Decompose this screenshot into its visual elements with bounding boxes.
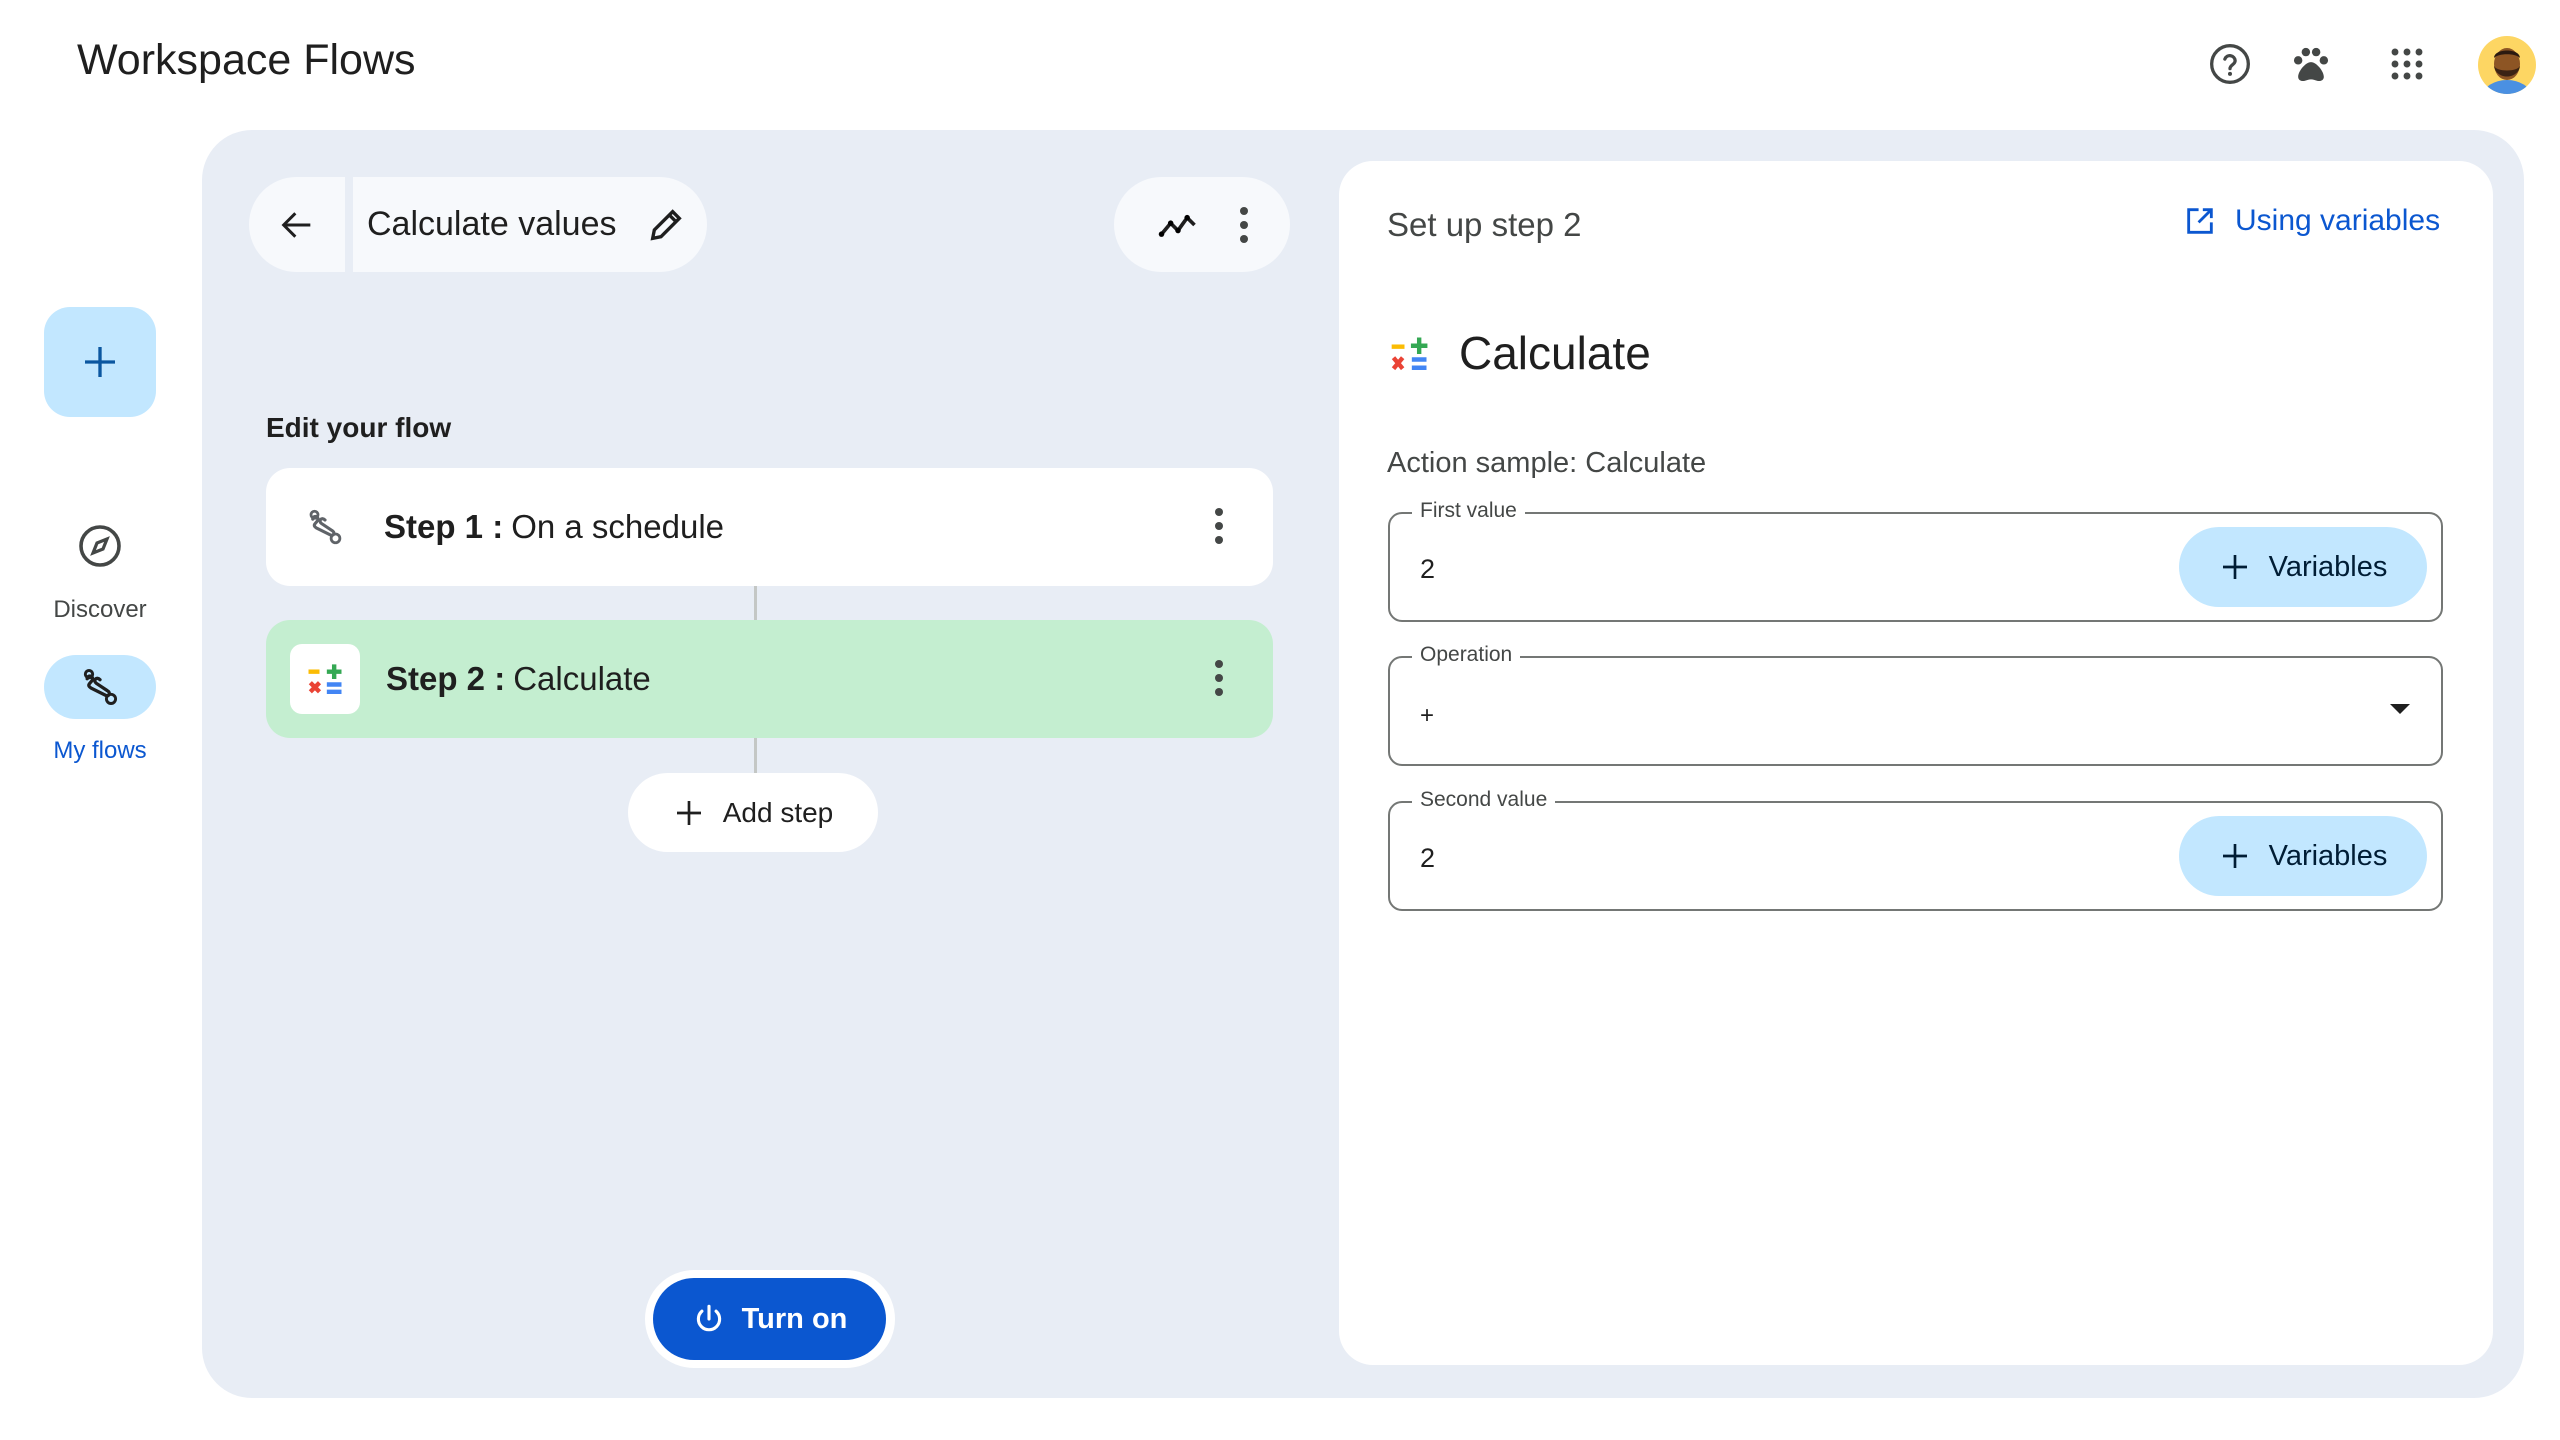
power-icon (696, 1304, 721, 1332)
nav-discover-button[interactable] (76, 522, 124, 570)
plus-icon (676, 800, 701, 825)
step-name: On a schedule (511, 508, 725, 545)
more-options-icon[interactable] (1240, 206, 1248, 243)
first-value-input[interactable]: 2 (1420, 554, 1436, 584)
variables-label: Variables (2268, 550, 2388, 583)
app-title: Workspace Flows (77, 36, 416, 84)
flows-icon (83, 669, 118, 705)
help-icon[interactable] (2206, 40, 2254, 88)
create-flow-button[interactable] (44, 307, 156, 417)
step-card-2[interactable]: Step 2 : Calculate (266, 620, 1273, 738)
calculate-icon (290, 644, 360, 714)
panel-title: Set up step 2 (1387, 206, 1582, 243)
action-sample-label: Action sample: Calculate (1387, 447, 1707, 479)
schedule-flow-icon (309, 509, 342, 545)
step-name: Calculate (513, 660, 651, 697)
avatar[interactable] (2478, 36, 2536, 94)
turn-on-button[interactable]: Turn on (653, 1278, 886, 1360)
step-prefix: Step 2 : (386, 660, 506, 697)
first-value-field[interactable]: First value 2 Variables (1388, 499, 2443, 622)
plus-icon (2222, 555, 2247, 579)
add-step-button[interactable]: Add step (628, 773, 878, 852)
insert-variables-button[interactable]: Variables (2179, 527, 2427, 607)
insert-variables-button[interactable]: Variables (2179, 816, 2427, 896)
step-more-icon[interactable] (1215, 508, 1223, 544)
nav-my-flows-label[interactable]: My flows (53, 737, 147, 764)
step-connector (754, 738, 757, 773)
step-prefix: Step 1 : (384, 508, 504, 545)
step-connector (754, 586, 757, 620)
activity-icon[interactable] (1156, 203, 1200, 247)
add-step-label: Add step (722, 796, 834, 828)
paw-icon[interactable] (2287, 40, 2335, 88)
flow-actions-pill (1114, 177, 1290, 272)
operation-select[interactable]: Operation + (1388, 643, 2443, 766)
variables-label: Variables (2268, 839, 2388, 872)
nav-discover-label[interactable]: Discover (53, 596, 147, 623)
calculate-icon (1388, 332, 1432, 381)
dropdown-arrow-icon[interactable] (2389, 702, 2411, 716)
second-value-input[interactable]: 2 (1420, 843, 1436, 873)
step-more-icon[interactable] (1215, 660, 1223, 696)
action-title: Calculate (1459, 327, 1651, 379)
plus-icon (2222, 844, 2247, 868)
using-variables-link[interactable]: Using variables (2183, 204, 2440, 238)
field-label: Second value (1412, 788, 1556, 812)
step-setup-panel (1339, 161, 2493, 1365)
section-label: Edit your flow (266, 412, 452, 443)
using-variables-label: Using variables (2235, 204, 2441, 237)
edit-pencil-icon[interactable] (646, 205, 686, 245)
field-label: First value (1412, 499, 1525, 523)
operation-value: + (1420, 702, 1435, 729)
compass-icon (79, 525, 121, 567)
nav-my-flows-button[interactable] (44, 655, 156, 719)
second-value-field[interactable]: Second value 2 Variables (1388, 788, 2443, 911)
open-in-new-icon (2187, 208, 2213, 234)
plus-icon (85, 347, 115, 377)
turn-on-label: Turn on (741, 1302, 848, 1335)
arrow-back-icon (281, 211, 311, 238)
field-label: Operation (1412, 643, 1521, 667)
flow-name-pill[interactable]: Calculate values (353, 177, 707, 272)
step-card-1[interactable]: Step 1 : On a schedule (266, 468, 1273, 586)
apps-grid-icon[interactable] (2383, 40, 2431, 88)
back-button[interactable] (249, 177, 345, 272)
flow-name: Calculate values (367, 205, 617, 243)
